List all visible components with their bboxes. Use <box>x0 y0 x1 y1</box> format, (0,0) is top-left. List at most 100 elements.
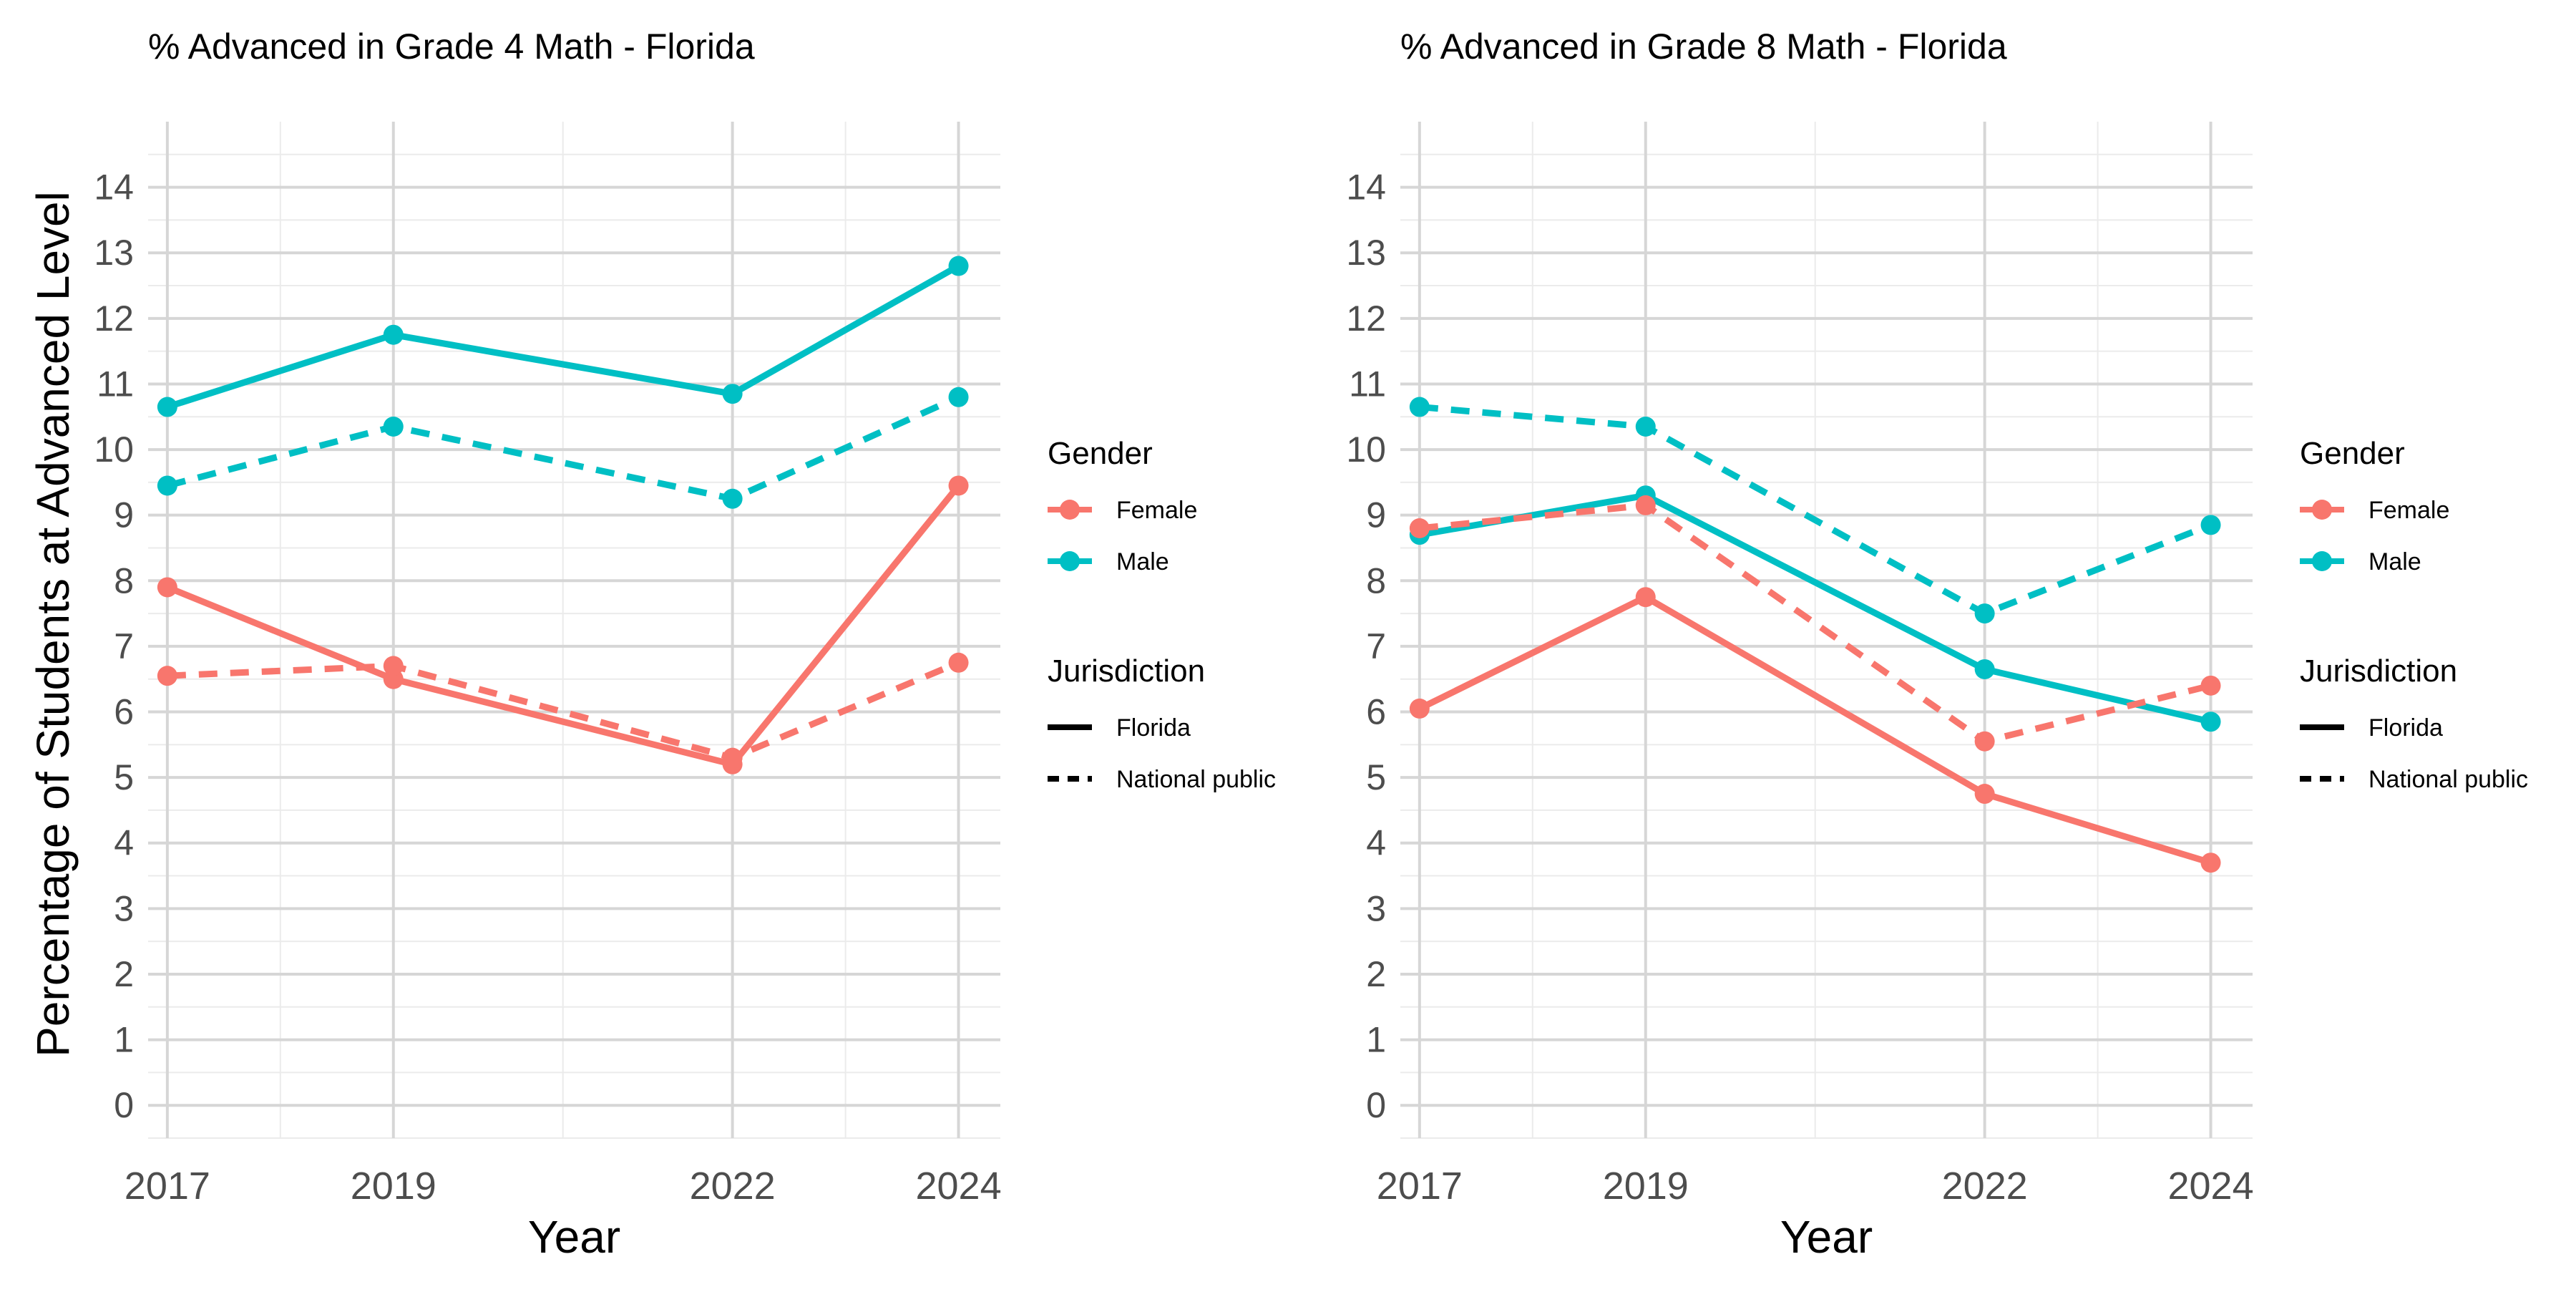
legend-key-point <box>2312 551 2332 571</box>
legend-label-female: Female <box>1116 497 1197 524</box>
data-point-female <box>1635 587 1656 608</box>
x-tick-label: 2024 <box>915 1165 1001 1208</box>
legend-title-jurisdiction: Jurisdiction <box>2300 654 2457 689</box>
series-line-female-national-public <box>1419 502 2212 745</box>
x-tick-label: 2017 <box>125 1165 210 1208</box>
legend-label-florida: Florida <box>1116 714 1191 742</box>
chart-title: % Advanced in Grade 4 Math - Florida <box>148 26 755 67</box>
x-tick-label: 2019 <box>1603 1165 1689 1208</box>
y-tick-label: 0 <box>1366 1085 1386 1125</box>
data-point-male <box>157 475 177 496</box>
y-tick-label: 6 <box>114 692 134 732</box>
data-point-female <box>2200 675 2221 696</box>
series-line-male-florida <box>1419 492 2212 725</box>
x-tick-label: 2022 <box>1942 1165 2028 1208</box>
data-point-female <box>383 656 404 676</box>
y-tick-label: 10 <box>94 429 134 470</box>
x-tick-label: 2019 <box>351 1165 436 1208</box>
data-point-female <box>1974 731 1995 752</box>
series-line-female-florida <box>1418 593 2212 866</box>
legend-key-point <box>1060 500 1080 520</box>
legend-label-national-public: National public <box>2368 766 2528 793</box>
x-tick-label: 2022 <box>690 1165 776 1208</box>
data-point-female <box>1409 518 1430 538</box>
y-tick-label: 11 <box>97 364 134 404</box>
y-tick-label: 3 <box>114 888 134 928</box>
legend-label-male: Male <box>1116 548 1169 575</box>
legend-key-point <box>2312 500 2332 520</box>
x-tick-label: 2024 <box>2167 1165 2253 1208</box>
y-tick-label: 9 <box>1366 495 1386 535</box>
series-line-male-florida <box>166 263 960 410</box>
data-point-male <box>948 256 969 276</box>
y-tick-label: 7 <box>1366 626 1386 666</box>
data-point-male <box>1974 659 1995 679</box>
legend-label-florida: Florida <box>2368 714 2443 742</box>
legend-label-national-public: National public <box>1116 766 1276 793</box>
y-tick-label: 1 <box>114 1020 134 1060</box>
data-point-female <box>948 475 969 496</box>
data-point-female <box>157 666 177 686</box>
data-point-male <box>722 384 743 404</box>
data-point-male <box>1635 417 1656 437</box>
data-point-male <box>2200 515 2221 535</box>
data-point-male <box>1409 397 1430 417</box>
y-tick-label: 2 <box>114 954 134 994</box>
data-point-male <box>157 397 177 417</box>
data-point-male <box>2200 711 2221 732</box>
data-point-male <box>722 488 743 509</box>
legend-label-male: Male <box>2368 548 2421 575</box>
y-tick-label: 0 <box>114 1085 134 1125</box>
legend-title-gender: Gender <box>2300 436 2405 471</box>
y-tick-label: 14 <box>94 167 134 208</box>
legend-key-point <box>1060 551 1080 571</box>
y-tick-label: 2 <box>1366 954 1386 994</box>
y-tick-label: 8 <box>114 560 134 601</box>
y-tick-label: 6 <box>1366 692 1386 732</box>
legend: Gender Female Male Jurisdiction Florida Natio… <box>1048 436 1276 793</box>
y-tick-label: 5 <box>114 757 134 797</box>
y-tick-label: 11 <box>1349 364 1386 404</box>
y-tick-label: 4 <box>1366 823 1386 863</box>
data-point-female <box>1409 698 1430 719</box>
x-tick-label: 2017 <box>1377 1165 1463 1208</box>
y-axis-title: Percentage of Students at Advanced Level <box>27 191 79 1057</box>
y-tick-label: 3 <box>1366 888 1386 928</box>
data-point-female <box>1635 495 1656 515</box>
data-point-female <box>722 747 743 768</box>
y-tick-label: 10 <box>1346 429 1386 470</box>
data-point-female <box>1974 784 1995 805</box>
y-tick-label: 12 <box>1346 298 1386 339</box>
series-line-female-florida <box>166 483 962 768</box>
series-line-female-national-public <box>167 659 960 762</box>
y-tick-label: 4 <box>114 823 134 863</box>
y-tick-label: 5 <box>1366 757 1386 797</box>
x-axis-title: Year <box>528 1211 620 1263</box>
y-tick-label: 14 <box>1346 167 1386 208</box>
series-line-male-national-public <box>166 394 960 502</box>
y-tick-label: 1 <box>1366 1020 1386 1060</box>
data-point-male <box>383 324 404 345</box>
y-tick-label: 12 <box>94 298 134 339</box>
series-line-male-national-public <box>1419 404 2212 617</box>
data-point-female <box>157 577 177 598</box>
y-tick-label: 9 <box>114 495 134 535</box>
data-point-female <box>948 652 969 673</box>
data-point-female <box>2200 853 2221 873</box>
legend-title-jurisdiction: Jurisdiction <box>1048 654 1205 689</box>
legend-title-gender: Gender <box>1048 436 1153 471</box>
x-axis-title: Year <box>1780 1211 1873 1263</box>
y-tick-label: 8 <box>1366 560 1386 601</box>
data-point-male <box>383 417 404 437</box>
legend: Gender Female Male Jurisdiction Florida Natio… <box>2300 436 2528 793</box>
data-point-male <box>948 387 969 407</box>
data-point-male <box>1974 603 1995 624</box>
legend-label-female: Female <box>2368 497 2449 524</box>
chart-title: % Advanced in Grade 8 Math - Florida <box>1400 26 2007 67</box>
y-tick-label: 13 <box>1346 233 1386 273</box>
y-tick-label: 7 <box>114 626 134 666</box>
